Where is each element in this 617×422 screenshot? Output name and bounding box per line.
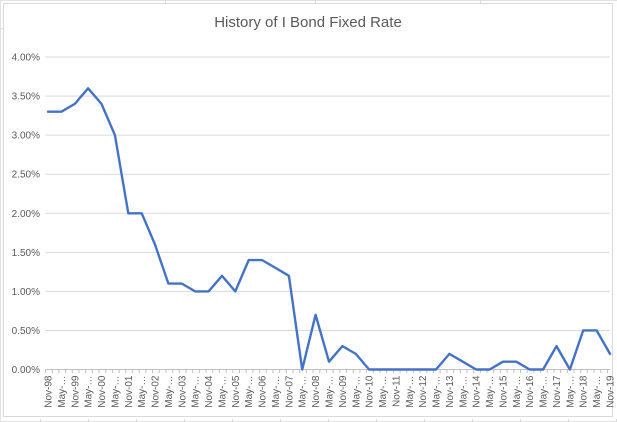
x-axis-label: Nov-04 xyxy=(204,375,215,408)
x-axis-label: May-… xyxy=(512,376,523,408)
x-axis-label: May-… xyxy=(57,376,68,408)
x-axis-label: May-… xyxy=(298,376,309,408)
y-axis-label: 1.50% xyxy=(12,248,40,259)
x-axis-label: Nov-10 xyxy=(365,375,376,408)
x-axis-label: Nov-14 xyxy=(472,375,483,408)
x-axis-label: Nov-98 xyxy=(44,375,55,408)
x-axis-label: Nov-12 xyxy=(418,375,429,408)
worksheet-gridline xyxy=(424,419,425,422)
y-axis-label: 2.00% xyxy=(12,209,40,220)
y-axis-label: 3.00% xyxy=(12,131,40,142)
worksheet-gridline xyxy=(520,419,521,422)
x-axis-label: Nov-18 xyxy=(579,375,590,408)
worksheet-gridline xyxy=(0,0,617,1)
x-axis-label: May-… xyxy=(485,375,496,407)
y-axis-label: 3.50% xyxy=(12,92,40,103)
x-axis-label: May-… xyxy=(458,376,469,408)
worksheet-gridline xyxy=(472,419,473,422)
y-axis-label: 1.00% xyxy=(12,287,40,298)
worksheet-gridline xyxy=(165,0,166,3)
x-axis-label: May-… xyxy=(271,376,282,408)
x-axis-label: Nov-11 xyxy=(391,375,402,407)
x-axis-label: Nov-16 xyxy=(525,375,536,408)
x-axis-label: Nov-09 xyxy=(338,375,349,408)
y-axis-label: 4.00% xyxy=(12,53,40,64)
x-axis-label: Nov-17 xyxy=(552,375,563,408)
x-axis-label: Nov-02 xyxy=(151,375,162,408)
worksheet-gridline xyxy=(328,419,329,422)
x-axis-label: May-… xyxy=(84,376,95,408)
x-axis-label: Nov-99 xyxy=(70,375,81,408)
worksheet-gridline xyxy=(232,419,233,422)
x-axis-label: May-… xyxy=(217,376,228,408)
x-axis-label: May-… xyxy=(351,376,362,408)
worksheet-gridline xyxy=(568,419,569,422)
x-axis-label: May-… xyxy=(432,376,443,408)
x-axis-label: May-… xyxy=(405,376,416,408)
x-axis-label: May-… xyxy=(164,376,175,408)
x-axis-label: May-… xyxy=(191,376,202,408)
x-axis-label: Nov-15 xyxy=(498,375,509,408)
x-axis-label: May-… xyxy=(325,376,336,408)
worksheet-gridline xyxy=(376,419,377,422)
y-axis-label: 2.50% xyxy=(12,170,40,181)
x-axis-label: Nov-05 xyxy=(231,375,242,408)
worksheet-gridline xyxy=(88,419,89,422)
x-axis-label: Nov-00 xyxy=(97,375,108,408)
x-axis-label: May-… xyxy=(110,376,121,408)
worksheet-gridline xyxy=(184,419,185,422)
x-axis-label: Nov-01 xyxy=(124,375,135,408)
worksheet-gridline xyxy=(136,419,137,422)
y-axis-label: 0.00% xyxy=(12,365,40,376)
worksheet-gridline xyxy=(480,0,481,3)
x-axis-label: May-… xyxy=(378,376,389,408)
chart-title: History of I Bond Fixed Rate xyxy=(214,14,402,31)
worksheet-gridline xyxy=(280,419,281,422)
data-line-series xyxy=(46,87,612,371)
x-axis-label: May-… xyxy=(137,376,148,408)
x-axis-label: Nov-19 xyxy=(606,375,617,408)
x-axis-label: Nov-08 xyxy=(311,375,322,408)
x-axis-label: May-… xyxy=(565,376,576,408)
x-axis-label: May-… xyxy=(592,376,603,408)
x-axis-label: Nov-06 xyxy=(258,375,269,408)
worksheet-gridline xyxy=(0,0,1,422)
x-axis-label: Nov-03 xyxy=(177,375,188,408)
x-axis-label: May-… xyxy=(244,376,255,408)
x-axis-label: Nov-07 xyxy=(284,375,295,408)
worksheet-gridline xyxy=(40,419,41,422)
x-axis-label: Nov-13 xyxy=(445,375,456,408)
x-axis-label: May-… xyxy=(539,376,550,408)
worksheet-gridline xyxy=(315,0,316,3)
worksheet-gridline xyxy=(0,28,3,29)
y-axis-label: 0.50% xyxy=(12,326,40,337)
